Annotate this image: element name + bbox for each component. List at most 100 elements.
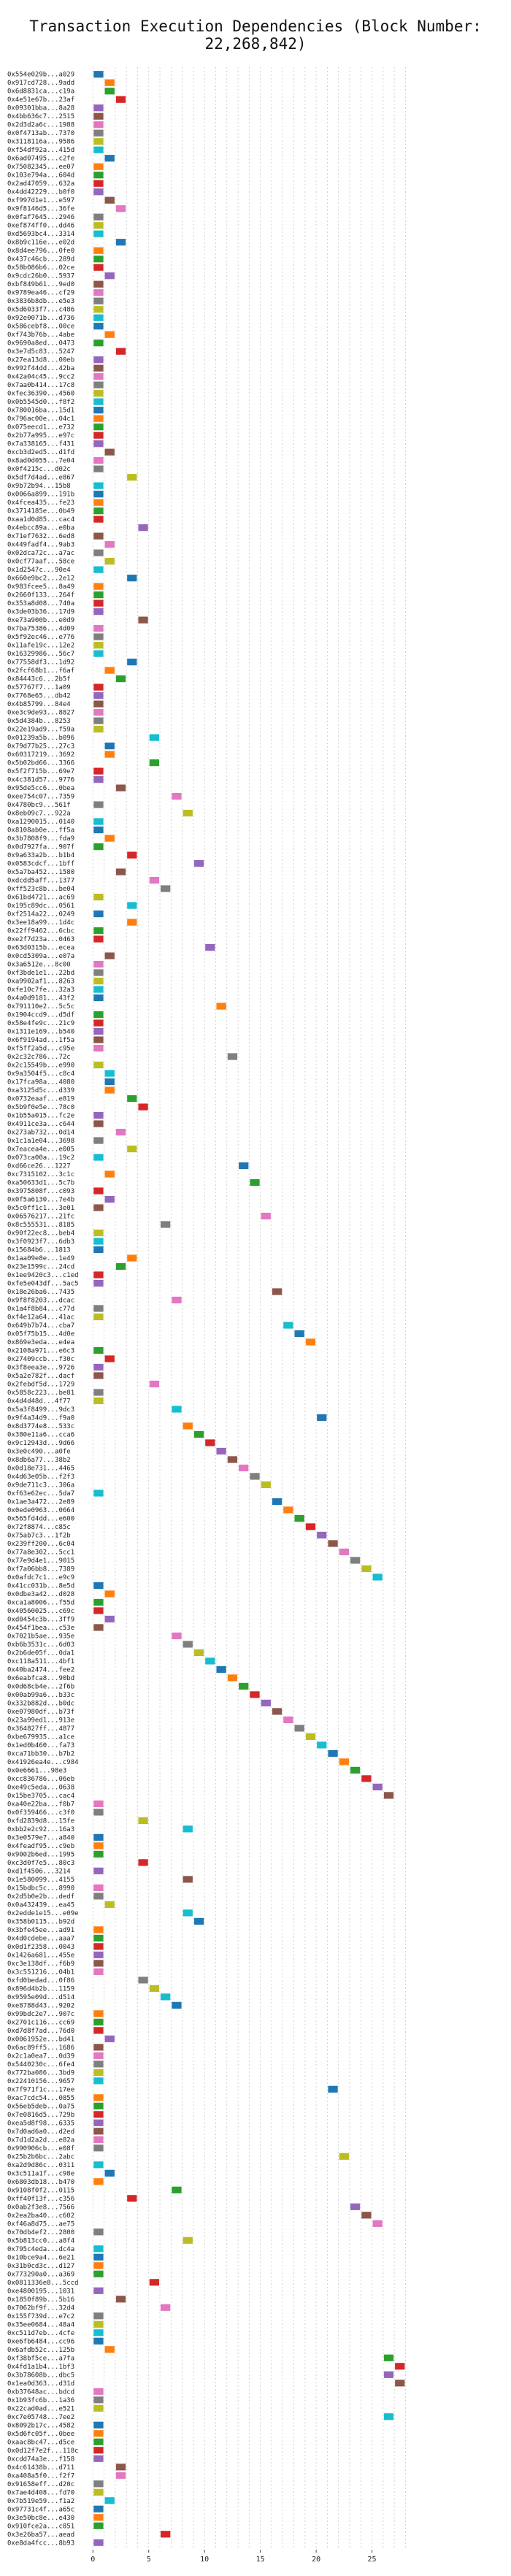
tx-hash-label: 0x990906cb...e08f bbox=[7, 2145, 74, 2153]
tx-hash-label: 0x896d4b2b...1159 bbox=[7, 1985, 74, 1993]
tx-hash-label: 0x9002b6ed...1995 bbox=[7, 1851, 74, 1858]
tx-bar bbox=[93, 1061, 104, 1069]
tx-bar bbox=[93, 2488, 104, 2496]
tx-hash-label: 0x2701c116...cc69 bbox=[7, 2019, 74, 2026]
tx-bar bbox=[372, 1573, 383, 1581]
tx-bar bbox=[93, 1279, 104, 1287]
tx-bar bbox=[93, 2228, 104, 2236]
tx-bar bbox=[93, 2329, 104, 2337]
tx-bar bbox=[93, 2404, 104, 2412]
tx-bar bbox=[272, 1288, 283, 1295]
tx-hash-label: 0x4c381d57...9776 bbox=[7, 777, 74, 784]
tx-bar bbox=[104, 952, 115, 959]
tx-hash-label: 0x9a633a2b...b1b4 bbox=[7, 852, 74, 859]
tx-bar bbox=[93, 247, 104, 254]
tx-hash-label: 0x2660f133...264f bbox=[7, 592, 74, 599]
tx-hash-label: 0x5b9f0e5e...78c0 bbox=[7, 1104, 74, 1111]
tx-hash-label: 0x35ee0684...48a4 bbox=[7, 2321, 74, 2328]
tx-bar bbox=[93, 138, 104, 145]
tx-bar bbox=[93, 1246, 104, 1254]
tx-bar bbox=[93, 1305, 104, 1312]
tx-bar bbox=[250, 1473, 260, 1480]
tx-hash-label: 0x8108ab0e...ff5a bbox=[7, 827, 74, 835]
tx-bar bbox=[115, 2472, 126, 2479]
tx-hash-label: 0x075eecd1...e732 bbox=[7, 424, 74, 432]
tx-hash-label: 0x06576217...21fc bbox=[7, 1214, 74, 1221]
tx-hash-label: 0x1a4f8b84...c77d bbox=[7, 1306, 74, 1313]
tx-bar bbox=[93, 188, 104, 196]
tx-bar bbox=[115, 2296, 126, 2303]
tx-hash-label: 0x155f739d...e7c2 bbox=[7, 2313, 74, 2320]
tx-hash-label: 0x6eabfca8...90bd bbox=[7, 1675, 74, 1682]
tx-bar bbox=[182, 1909, 193, 1917]
tx-bar bbox=[93, 1120, 104, 1127]
tx-bar bbox=[339, 1548, 349, 1556]
tx-hash-label: 0x91658eff...d20c bbox=[7, 2481, 74, 2488]
tx-hash-label: 0x2c1a0ea7...0d39 bbox=[7, 2052, 74, 2060]
tx-hash-label: 0x3714185e...0b49 bbox=[7, 508, 74, 515]
tx-hash-label: 0x358b0115...b92d bbox=[7, 1918, 74, 1925]
tx-hash-label: 0x565fd4dd...e600 bbox=[7, 1515, 74, 1522]
tx-hash-label: 0x364827ff...4877 bbox=[7, 1725, 74, 1733]
tx-bar bbox=[127, 659, 137, 666]
tx-hash-label: 0xff40f13f...c356 bbox=[7, 2196, 74, 2203]
tx-bar bbox=[93, 1346, 104, 1354]
tx-bar bbox=[127, 575, 137, 582]
tx-bar bbox=[149, 759, 160, 767]
tx-bar bbox=[93, 2161, 104, 2169]
tx-hash-label: 0x4e51e67b...23af bbox=[7, 96, 74, 104]
tx-bar bbox=[138, 1817, 148, 1824]
tx-bar bbox=[93, 2178, 104, 2185]
tx-bar bbox=[239, 1162, 249, 1170]
x-tick-label: 10 bbox=[200, 2556, 209, 2564]
tx-bar bbox=[161, 1221, 171, 1228]
tx-bar bbox=[115, 239, 126, 246]
tx-bar bbox=[93, 625, 104, 632]
tx-hash-label: 0x01239a5b...b096 bbox=[7, 735, 74, 742]
tx-bar bbox=[93, 432, 104, 439]
tx-bar bbox=[127, 1145, 137, 1153]
tx-hash-label: 0x5c0ff1c1...3e01 bbox=[7, 1205, 74, 1212]
tx-bar bbox=[93, 264, 104, 271]
tx-bar bbox=[93, 289, 104, 296]
tx-hash-label: 0x7768e65...db42 bbox=[7, 693, 71, 700]
tx-bar bbox=[138, 1103, 148, 1111]
tx-hash-label: 0x660e9bc2...2e12 bbox=[7, 575, 74, 583]
tx-hash-label: 0xbb2e2c92...16a3 bbox=[7, 1826, 74, 1833]
tx-hash-label: 0xf5ff2a5d...c95e bbox=[7, 1046, 74, 1053]
x-tick-label: 25 bbox=[368, 2556, 377, 2564]
tx-hash-label: 0x5d4384b...8253 bbox=[7, 718, 71, 725]
tx-bar bbox=[205, 1439, 215, 1446]
tx-bar bbox=[93, 893, 104, 901]
tx-hash-label: 0x1ea0d363...d31d bbox=[7, 2380, 74, 2388]
tx-hash-label: 0x6f9194ad...1f5a bbox=[7, 1037, 74, 1044]
tx-hash-label: 0x9f8f8203...dcac bbox=[7, 1297, 74, 1305]
tx-bar bbox=[115, 868, 126, 875]
tx-bar bbox=[93, 306, 104, 313]
tx-hash-label: 0x70db4ef2...2800 bbox=[7, 2229, 74, 2236]
tx-bar bbox=[93, 910, 104, 918]
tx-hash-label: 0xd66ce26...1227 bbox=[7, 1163, 71, 1170]
tx-hash-label: 0x2c15549b...e990 bbox=[7, 1062, 74, 1070]
tx-hash-label: 0x3e50bc8e...e430 bbox=[7, 2515, 74, 2522]
tx-hash-label: 0x9b72b94...15b8 bbox=[7, 483, 71, 490]
tx-bar bbox=[328, 2085, 338, 2093]
tx-hash-label: 0x23a99ed1...913e bbox=[7, 1717, 74, 1724]
tx-bar bbox=[104, 558, 115, 565]
tx-bar bbox=[93, 163, 104, 170]
tx-bar bbox=[93, 818, 104, 825]
tx-hash-label: 0x3f0923f7...6db3 bbox=[7, 1238, 74, 1246]
tx-hash-label: 0x3836b8db...e5e3 bbox=[7, 298, 74, 305]
tx-bar bbox=[104, 1590, 115, 1598]
tx-hash-label: 0xaa1d0d85...cac4 bbox=[7, 516, 74, 524]
tx-hash-label: 0x77e9d4e1...9015 bbox=[7, 1557, 74, 1565]
tx-hash-label: 0x1aa09e8e...1e49 bbox=[7, 1255, 74, 1262]
tx-bar bbox=[93, 2052, 104, 2059]
tx-bar bbox=[93, 1111, 104, 1119]
tx-bar bbox=[305, 1523, 316, 1530]
tx-hash-label: 0x1b93fc6b...1a36 bbox=[7, 2397, 74, 2404]
tx-hash-label: 0x00ab99a6...b33c bbox=[7, 1692, 74, 1699]
tx-bar bbox=[149, 876, 160, 884]
tx-bar bbox=[115, 1262, 126, 1270]
tx-hash-label: 0x5f92ec46...e776 bbox=[7, 634, 74, 641]
